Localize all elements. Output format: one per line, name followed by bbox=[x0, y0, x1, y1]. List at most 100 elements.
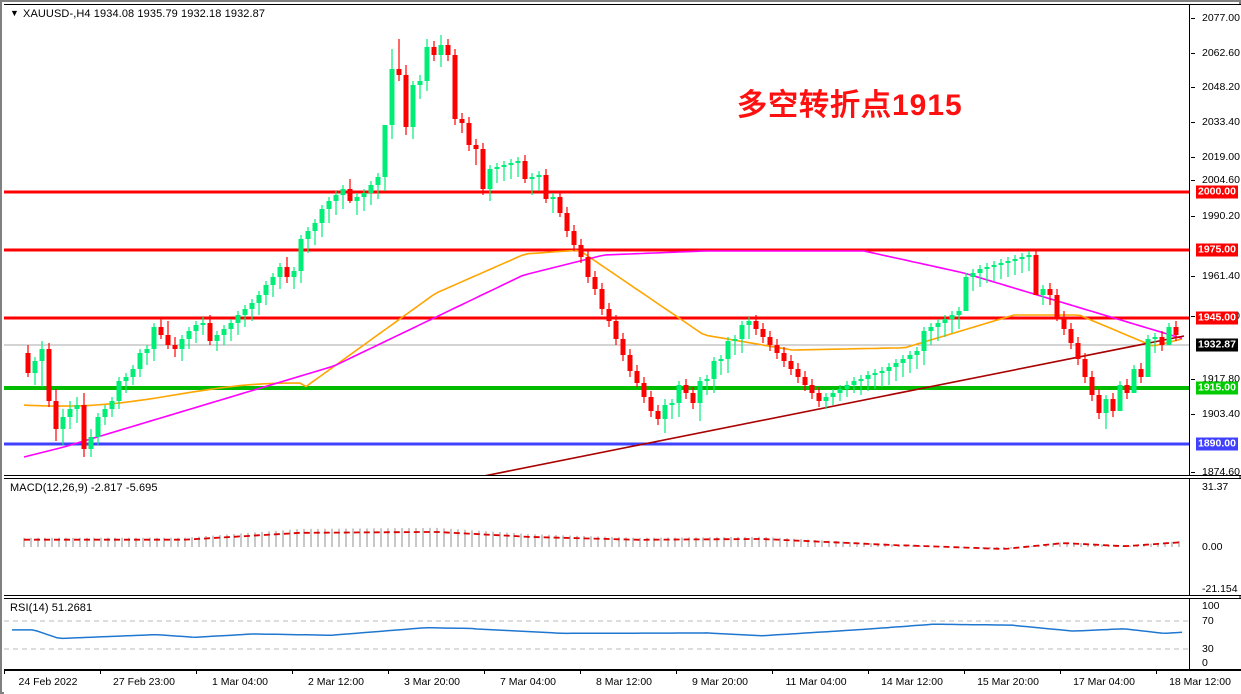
candle-body bbox=[914, 351, 920, 355]
candle-body bbox=[669, 403, 675, 405]
rsi-axis[interactable]: 100 70 30 0 bbox=[1189, 599, 1241, 669]
candle-body bbox=[186, 331, 192, 339]
macd-tick-label: -21.154 bbox=[1202, 583, 1238, 595]
macd-panel: MACD(12,26,9) -2.817 -5.695 31.37 0.00 -21… bbox=[4, 478, 1241, 596]
candle-body bbox=[207, 323, 213, 341]
candle-body bbox=[102, 409, 108, 417]
price-tick-label: 1961.40 bbox=[1202, 270, 1240, 282]
candle-body bbox=[123, 377, 129, 381]
time-axis-tick bbox=[964, 671, 965, 674]
candle-body bbox=[662, 405, 668, 419]
candle-body bbox=[1103, 399, 1109, 413]
candle-body bbox=[417, 81, 423, 85]
candle-body bbox=[704, 379, 710, 381]
candle-body bbox=[627, 355, 633, 371]
candle-body bbox=[1068, 329, 1074, 343]
time-axis-label: 1 Mar 04:00 bbox=[211, 676, 269, 688]
candle-body bbox=[613, 321, 619, 339]
time-axis[interactable]: 24 Feb 2022 27 Feb 23:00 1 Mar 04:00 2 Mar … bbox=[4, 670, 1241, 694]
candle-body bbox=[725, 341, 731, 359]
candle-body bbox=[592, 277, 598, 289]
rsi-tick-label: 0 bbox=[1202, 657, 1208, 669]
price-tick bbox=[1191, 157, 1195, 158]
candle-body bbox=[382, 125, 388, 177]
candle-body bbox=[795, 369, 801, 377]
price-level-badge[interactable]: 1945.00 bbox=[1196, 311, 1238, 325]
candle-body bbox=[389, 69, 395, 125]
macd-axis[interactable]: 31.37 0.00 -21.154 bbox=[1189, 479, 1241, 595]
candle-body bbox=[1061, 317, 1067, 329]
time-axis-label: 3 Mar 20:00 bbox=[403, 676, 461, 688]
candle-body bbox=[375, 177, 381, 185]
candle-body bbox=[67, 409, 73, 417]
candle-body bbox=[788, 361, 794, 369]
price-level-badge[interactable]: 2000.00 bbox=[1196, 185, 1238, 199]
time-axis-label: 2 Mar 12:00 bbox=[307, 676, 365, 688]
candle-body bbox=[354, 197, 360, 201]
price-tick bbox=[1191, 316, 1195, 317]
price-level-badge[interactable]: 1915.00 bbox=[1196, 381, 1238, 395]
time-axis-tick bbox=[580, 671, 581, 674]
rsi-line bbox=[12, 623, 1183, 640]
time-axis-tick bbox=[292, 671, 293, 674]
candle-body bbox=[403, 75, 409, 127]
collapse-icon[interactable]: ▼ bbox=[10, 8, 20, 18]
candle-body bbox=[718, 359, 724, 361]
candle-body bbox=[326, 201, 332, 209]
candle-body bbox=[1117, 385, 1123, 411]
candle-body bbox=[1082, 359, 1088, 377]
candle-body bbox=[172, 345, 178, 349]
time-axis-label: 7 Mar 04:00 bbox=[499, 676, 557, 688]
candle-body bbox=[641, 383, 647, 397]
candle-body bbox=[690, 393, 696, 403]
time-axis-tick bbox=[772, 671, 773, 674]
candle-body bbox=[109, 401, 115, 409]
macd-plot-area[interactable] bbox=[4, 479, 1189, 595]
candle-body bbox=[60, 417, 66, 429]
rsi-header-label: RSI(14) 51.2681 bbox=[10, 602, 93, 614]
price-tick-label: 2033.40 bbox=[1202, 116, 1240, 128]
candle-body bbox=[81, 405, 87, 449]
candle-body bbox=[879, 371, 885, 373]
candle-body bbox=[1040, 289, 1046, 295]
price-tick bbox=[1191, 180, 1195, 181]
price-tick-label: 1874.60 bbox=[1202, 466, 1240, 478]
candle-body bbox=[865, 375, 871, 379]
candle-body bbox=[410, 85, 416, 127]
price-level-badge[interactable]: 1932.87 bbox=[1196, 338, 1238, 352]
candle-body bbox=[249, 303, 255, 309]
trendline bbox=[484, 335, 1185, 475]
candle-body bbox=[739, 325, 745, 339]
candle-body bbox=[921, 331, 927, 351]
candle-body bbox=[872, 373, 878, 375]
candle-body bbox=[599, 289, 605, 309]
price-level-badge[interactable]: 1975.00 bbox=[1196, 243, 1238, 257]
price-tick bbox=[1191, 53, 1195, 54]
time-axis-tick bbox=[4, 671, 5, 674]
candle-body bbox=[767, 337, 773, 345]
candle-body bbox=[179, 339, 185, 349]
candle-body bbox=[228, 323, 234, 329]
candle-body bbox=[158, 327, 164, 335]
rsi-plot-area[interactable] bbox=[4, 599, 1189, 669]
candle-body bbox=[816, 393, 822, 401]
candle-body bbox=[900, 359, 906, 363]
candle-body bbox=[970, 273, 976, 277]
candle-body bbox=[802, 377, 808, 385]
price-axis[interactable]: 2077.00 2062.60 2048.20 2033.40 2019.00 2004.… bbox=[1189, 5, 1241, 478]
candle-body bbox=[942, 319, 948, 323]
price-plot-area[interactable]: 多空转折点1915 bbox=[4, 5, 1189, 475]
candle-body bbox=[844, 385, 850, 389]
macd-tick-label: 31.37 bbox=[1202, 481, 1229, 493]
candle-body bbox=[508, 163, 514, 165]
candle-body bbox=[1033, 255, 1039, 295]
price-level-badge[interactable]: 1890.00 bbox=[1196, 437, 1238, 451]
candle-body bbox=[571, 231, 577, 245]
candle-body bbox=[522, 161, 528, 179]
candle-body bbox=[1131, 369, 1137, 393]
candle-body bbox=[732, 339, 738, 341]
candle-body bbox=[956, 311, 962, 315]
candle-body bbox=[32, 361, 38, 373]
candle-body bbox=[221, 329, 227, 335]
price-tick bbox=[1191, 379, 1195, 380]
